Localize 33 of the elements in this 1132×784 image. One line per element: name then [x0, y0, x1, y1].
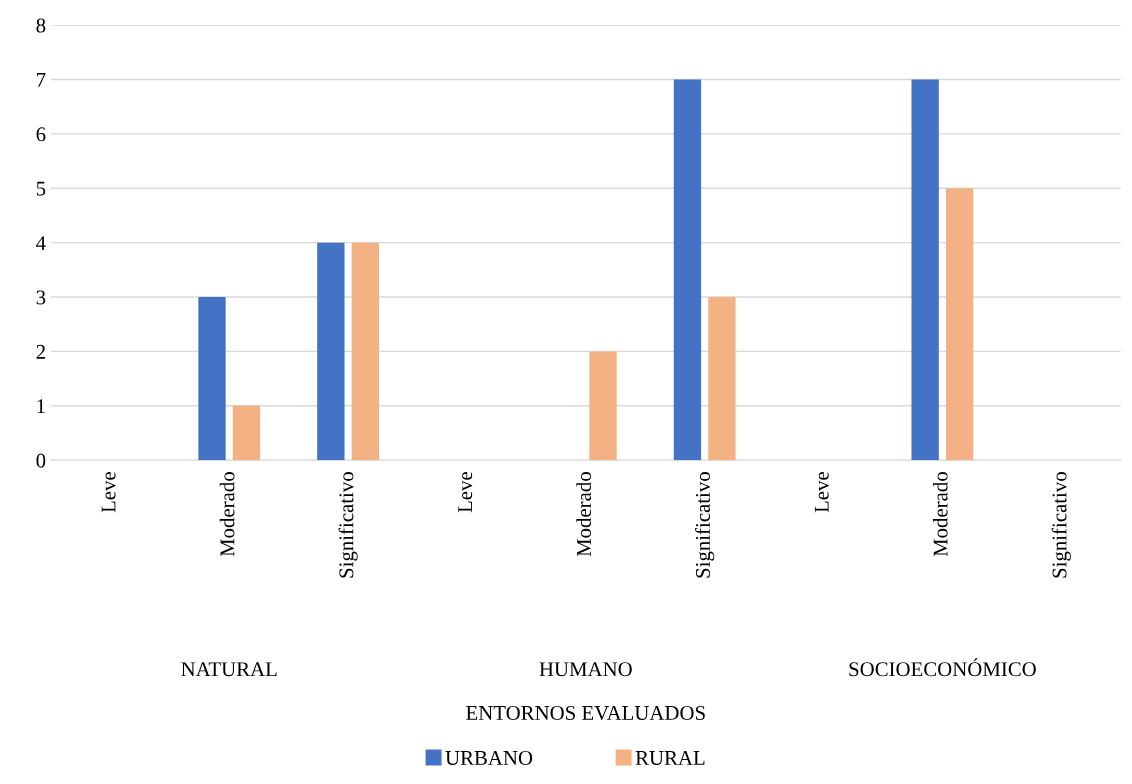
bar — [708, 297, 736, 461]
x-tick-label: Leve — [101, 472, 116, 513]
y-tick-label: 3 — [36, 290, 46, 305]
y-tick-label: 4 — [36, 236, 46, 250]
y-tick-label: 6 — [36, 127, 46, 142]
bar — [317, 242, 345, 461]
y-tick-label: 7 — [37, 73, 46, 87]
bar — [911, 79, 939, 461]
x-tick-label: Moderado — [219, 472, 235, 557]
bar — [673, 79, 702, 461]
text: HUMANO — [539, 662, 632, 677]
legend-label: URBANO — [445, 750, 533, 765]
x-tick-label: Significativo — [695, 472, 715, 578]
bar — [945, 188, 974, 461]
x-tick-label: Significativo — [1051, 472, 1071, 578]
bar — [589, 351, 617, 461]
text: ENTORNOS EVALUADOS — [466, 705, 705, 721]
bar — [232, 405, 261, 461]
y-tick-label: 0 — [36, 453, 46, 468]
text: SOCIOECONÓMICO — [849, 658, 1036, 677]
bar — [351, 242, 379, 461]
x-tick-label: Leve — [814, 472, 829, 513]
bar — [198, 297, 226, 461]
text: NATURAL — [181, 662, 277, 677]
x-tick-label: Significativo — [338, 472, 358, 578]
x-tick-label: Leve — [458, 472, 473, 513]
x-tick-label: Moderado — [576, 472, 592, 557]
x-tick-label: Moderado — [932, 472, 948, 557]
y-tick-label: 1 — [37, 399, 45, 414]
legend-label: RURAL — [635, 750, 705, 765]
y-tick-label: 8 — [36, 18, 46, 33]
y-tick-label: 2 — [36, 344, 45, 359]
y-tick-label: 5 — [36, 181, 46, 196]
